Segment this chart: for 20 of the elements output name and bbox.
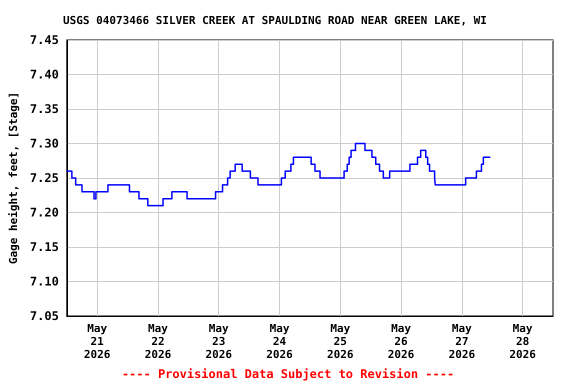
- y-tick-label: 7.10: [30, 274, 59, 288]
- y-tick-label: 7.05: [30, 309, 59, 323]
- y-tick-label: 7.15: [30, 240, 59, 254]
- x-tick-label: May 24 2026: [266, 322, 294, 361]
- x-tick-label: May 28 2026: [509, 322, 536, 361]
- y-tick-label: 7.40: [30, 68, 59, 82]
- text: ---- Provisional Data Subject to Revision ----: [122, 367, 454, 381]
- y-tick-label: 7.20: [30, 206, 59, 220]
- y-tick-label: 7.25: [30, 171, 59, 185]
- x-tick-label: May 23 2026: [205, 322, 232, 361]
- x-tick-label: May 27 2026: [448, 322, 476, 361]
- y-tick-label: 7.35: [30, 102, 59, 116]
- y-axis-title: Gage height, feet, [Stage]: [7, 92, 20, 264]
- x-tick-label: May 22 2026: [144, 322, 172, 361]
- x-tick-label: May 21 2026: [84, 322, 111, 361]
- chart-title: USGS 04073466 SILVER CREEK AT SPAULDING ROAD NEAR GREEN LAKE, WI: [63, 14, 487, 27]
- y-tick-label: 7.45: [30, 33, 59, 47]
- y-tick-label: 7.30: [30, 136, 59, 150]
- x-tick-label: May 25 2026: [327, 322, 354, 361]
- x-tick-label: May 26 2026: [388, 322, 415, 361]
